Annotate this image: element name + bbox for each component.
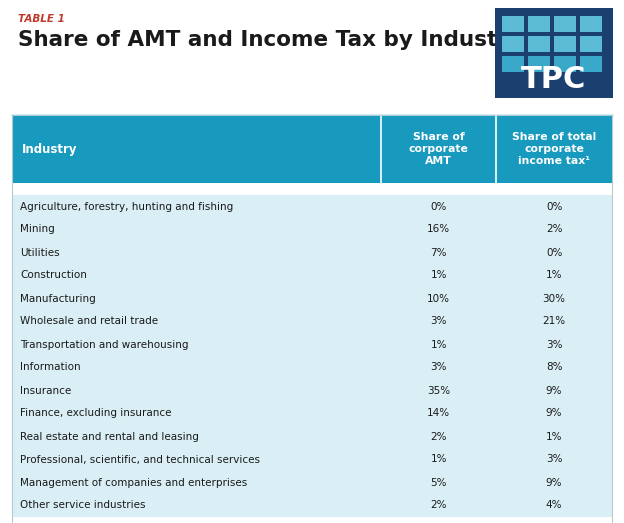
Bar	[12, 494, 612, 517]
Bar	[12, 425, 612, 448]
Bar	[580, 56, 602, 72]
Text: 10%: 10%	[427, 293, 450, 303]
Bar	[12, 115, 612, 183]
Text: 7%: 7%	[431, 247, 447, 257]
Text: 1%: 1%	[546, 270, 562, 280]
Text: 8%: 8%	[546, 362, 562, 372]
Bar	[12, 356, 612, 379]
Text: Professional, scientific, and technical services: Professional, scientific, and technical …	[20, 454, 260, 464]
Text: 35%: 35%	[427, 385, 450, 395]
Text: TPC: TPC	[521, 65, 587, 95]
Text: Share of total
corporate
income tax¹: Share of total corporate income tax¹	[512, 132, 596, 166]
Text: 2%: 2%	[431, 431, 447, 441]
Text: Management of companies and enterprises: Management of companies and enterprises	[20, 477, 247, 487]
Text: 1%: 1%	[431, 339, 447, 349]
Bar	[12, 379, 612, 402]
Text: 2%: 2%	[546, 224, 562, 234]
Text: 3%: 3%	[546, 339, 562, 349]
Text: 5%: 5%	[431, 477, 447, 487]
Text: Transportation and warehousing: Transportation and warehousing	[20, 339, 188, 349]
Text: Wholesale and retail trade: Wholesale and retail trade	[20, 316, 158, 326]
Text: TABLE 1: TABLE 1	[18, 14, 65, 24]
Bar	[502, 36, 524, 52]
Bar	[12, 310, 612, 333]
Text: 9%: 9%	[546, 408, 562, 418]
Text: 0%: 0%	[431, 201, 447, 211]
Text: Other service industries: Other service industries	[20, 501, 145, 510]
Text: Manufacturing: Manufacturing	[20, 293, 95, 303]
Bar	[12, 195, 612, 218]
Bar	[502, 16, 524, 32]
Text: 9%: 9%	[546, 385, 562, 395]
Bar	[12, 448, 612, 471]
Text: 21%: 21%	[542, 316, 566, 326]
Text: 0%: 0%	[546, 201, 562, 211]
Bar	[495, 8, 613, 98]
Text: 1%: 1%	[546, 431, 562, 441]
Bar	[12, 241, 612, 264]
Bar	[12, 264, 612, 287]
Text: 16%: 16%	[427, 224, 450, 234]
Bar	[528, 16, 550, 32]
Text: Industry: Industry	[22, 142, 77, 155]
Text: 30%: 30%	[543, 293, 565, 303]
Bar	[528, 56, 550, 72]
Bar	[502, 56, 524, 72]
Bar	[528, 36, 550, 52]
Bar	[12, 218, 612, 241]
Bar	[12, 402, 612, 425]
Bar	[554, 16, 576, 32]
Bar	[12, 115, 612, 523]
Text: 4%: 4%	[546, 501, 562, 510]
Text: 3%: 3%	[431, 362, 447, 372]
Text: Agriculture, forestry, hunting and fishing: Agriculture, forestry, hunting and fishi…	[20, 201, 233, 211]
Text: 3%: 3%	[546, 454, 562, 464]
Text: Utilities: Utilities	[20, 247, 60, 257]
Text: 1%: 1%	[431, 270, 447, 280]
Text: Share of
corporate
AMT: Share of corporate AMT	[409, 132, 469, 166]
Text: 14%: 14%	[427, 408, 450, 418]
Bar	[12, 471, 612, 494]
Bar	[12, 333, 612, 356]
Bar	[554, 56, 576, 72]
Text: 3%: 3%	[431, 316, 447, 326]
Bar	[580, 16, 602, 32]
Bar	[12, 287, 612, 310]
Text: Insurance: Insurance	[20, 385, 71, 395]
Text: Construction: Construction	[20, 270, 87, 280]
Text: 0%: 0%	[546, 247, 562, 257]
Text: 2%: 2%	[431, 501, 447, 510]
Text: 9%: 9%	[546, 477, 562, 487]
Text: Finance, excluding insurance: Finance, excluding insurance	[20, 408, 172, 418]
Text: Information: Information	[20, 362, 80, 372]
Text: Mining: Mining	[20, 224, 55, 234]
Text: Share of AMT and Income Tax by Industry: Share of AMT and Income Tax by Industry	[18, 30, 522, 50]
Bar	[554, 36, 576, 52]
Bar	[580, 36, 602, 52]
Text: Real estate and rental and leasing: Real estate and rental and leasing	[20, 431, 199, 441]
Text: 1%: 1%	[431, 454, 447, 464]
